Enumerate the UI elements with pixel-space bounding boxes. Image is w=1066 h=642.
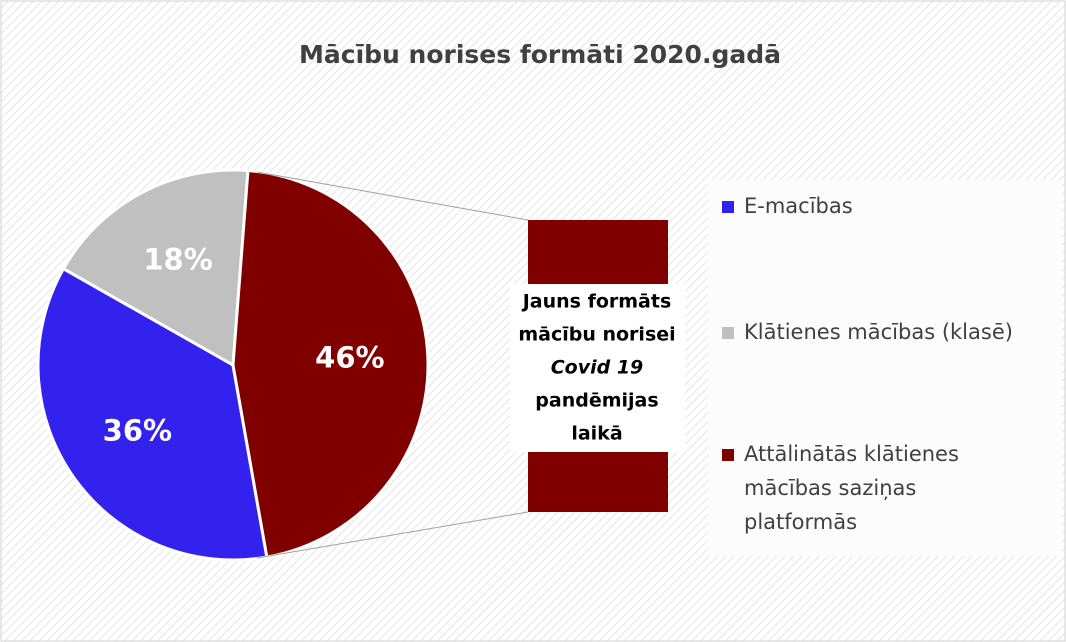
legend-label: Attālinātās klātienes mācības saziņas plat…	[744, 442, 959, 534]
legend-label: Klātienes mācības (klasē)	[744, 320, 1013, 344]
legend-swatch	[722, 449, 734, 461]
annotation-line: Jauns formāts	[521, 291, 672, 313]
annotation-line: Covid 19	[551, 357, 644, 379]
data-label: 46%	[315, 340, 384, 374]
data-label: 36%	[103, 413, 172, 447]
pie-slice	[231, 168, 430, 559]
legend-swatch	[722, 201, 734, 213]
chart-title: Mācību norises formāti 2020.gadā	[299, 40, 781, 69]
connector	[256, 171, 529, 221]
pie-slice	[36, 266, 269, 562]
legend-label: E-macības	[744, 194, 853, 218]
connector	[256, 511, 529, 559]
annotation-line: mācību norisei	[518, 324, 675, 346]
legend-swatch	[722, 327, 734, 339]
annotation-box	[510, 284, 685, 452]
annotation-line: laikā	[571, 423, 622, 445]
data-label: 18%	[143, 243, 212, 277]
pie-slice	[61, 168, 250, 368]
annotation-line: pandēmijas	[535, 390, 658, 412]
legend-panel	[708, 180, 1062, 556]
